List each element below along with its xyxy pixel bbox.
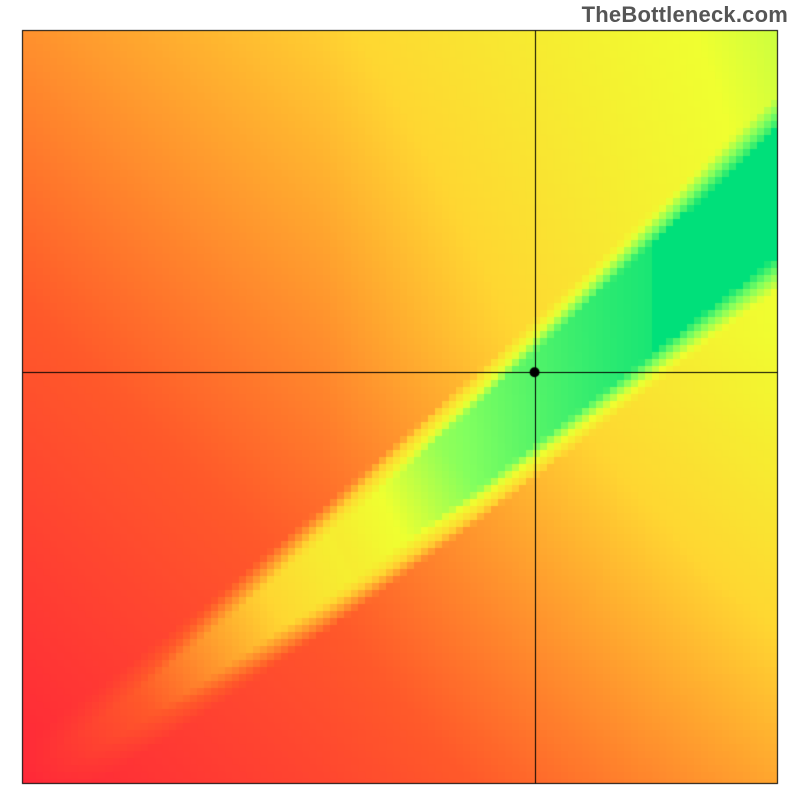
bottleneck-heatmap-canvas (0, 0, 800, 800)
watermark-text: TheBottleneck.com (582, 2, 788, 28)
chart-container: TheBottleneck.com (0, 0, 800, 800)
